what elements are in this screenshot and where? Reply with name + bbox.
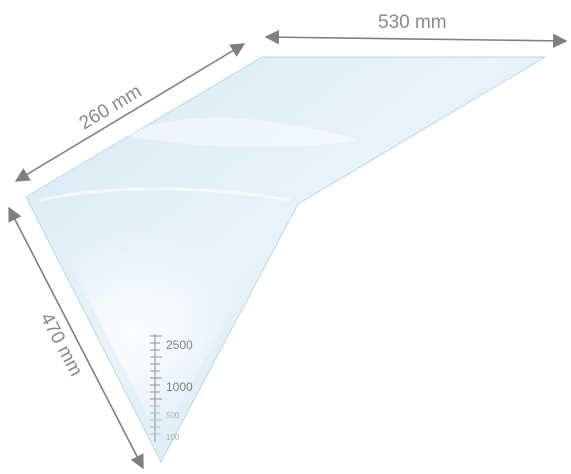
top-dimension-arrow [264, 29, 568, 49]
scale-ticks [150, 335, 162, 435]
measurement-scale: 2500 1000 500 100 [150, 334, 193, 442]
diagonal-dimension-arrow [14, 43, 246, 182]
scale-label-2500: 2500 [166, 338, 193, 352]
side-dimension-arrow [8, 206, 144, 470]
diagonal-dimension-label: 260 mm [76, 81, 146, 134]
scale-label-100: 100 [166, 433, 180, 442]
scale-label-1000: 1000 [166, 380, 193, 394]
top-dimension-label: 530 mm [378, 12, 447, 33]
bag-crease [39, 187, 291, 202]
scale-label-500: 500 [166, 411, 180, 420]
bag-highlight [40, 205, 290, 440]
